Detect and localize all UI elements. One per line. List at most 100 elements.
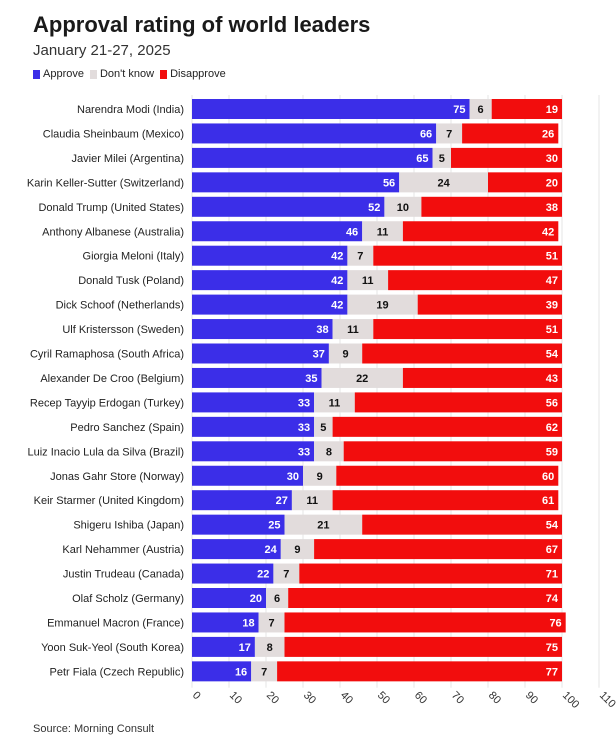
bar-approve <box>192 270 348 291</box>
data-label-don-t-know: 7 <box>268 617 274 629</box>
category-label: Shigeru Ishiba (Japan) <box>73 520 184 532</box>
category-label: Justin Trudeau (Canada) <box>63 569 184 581</box>
bar-don-t-know <box>328 343 363 364</box>
bar-don-t-know <box>332 319 374 340</box>
legend-label-disapprove: Disapprove <box>170 68 226 80</box>
data-label-don-t-know: 11 <box>347 324 359 336</box>
data-label-don-t-know: 5 <box>320 422 326 434</box>
bar-disapprove <box>462 123 559 144</box>
category-label: Recep Tayyip Erdogan (Turkey) <box>30 397 184 409</box>
bar-don-t-know <box>291 490 333 511</box>
chart-title: Approval rating of world leaders <box>33 12 371 37</box>
category-label: Donald Tusk (Poland) <box>78 275 184 287</box>
bar-approve <box>192 123 437 144</box>
data-label-disapprove: 77 <box>546 666 558 678</box>
data-label-approve: 33 <box>298 397 310 409</box>
bar-approve <box>192 343 329 364</box>
x-tick-label: 80 <box>486 689 503 706</box>
data-label-approve: 24 <box>265 544 278 556</box>
legend-swatch-approve <box>33 69 40 79</box>
legend-swatch-disapprove <box>160 69 168 79</box>
data-label-don-t-know: 24 <box>437 177 450 189</box>
bar-don-t-know <box>321 367 403 388</box>
bar-disapprove <box>417 294 562 315</box>
data-label-approve: 35 <box>305 373 317 385</box>
category-label: Luiz Inacio Lula da Silva (Brazil) <box>27 446 184 458</box>
data-label-approve: 25 <box>268 520 280 532</box>
bar-approve <box>192 245 348 266</box>
category-label: Donald Trump (United States) <box>38 202 184 214</box>
bar-approve <box>192 172 400 193</box>
data-label-approve: 30 <box>287 471 299 483</box>
bar-disapprove <box>299 563 562 584</box>
data-label-don-t-know: 19 <box>376 300 388 312</box>
data-label-disapprove: 75 <box>546 642 558 654</box>
data-label-approve: 18 <box>242 617 254 629</box>
data-label-disapprove: 20 <box>546 177 558 189</box>
bar-disapprove <box>373 245 562 266</box>
data-label-disapprove: 60 <box>542 471 554 483</box>
data-label-don-t-know: 11 <box>306 495 318 507</box>
data-label-approve: 22 <box>257 569 269 581</box>
bar-approve <box>192 196 385 217</box>
data-label-don-t-know: 7 <box>357 251 363 263</box>
data-label-approve: 33 <box>298 446 310 458</box>
category-label: Dick Schoof (Netherlands) <box>56 300 184 312</box>
x-tick-label: 110 <box>597 689 616 710</box>
category-label: Emmanuel Macron (France) <box>47 617 184 629</box>
bar-don-t-know <box>362 221 403 242</box>
data-label-approve: 27 <box>276 495 288 507</box>
data-label-don-t-know: 5 <box>439 153 445 165</box>
x-tick-label: 90 <box>523 689 540 706</box>
data-label-disapprove: 19 <box>546 104 558 116</box>
chart-subtitle: January 21-27, 2025 <box>33 42 171 59</box>
data-label-approve: 75 <box>453 104 465 116</box>
data-label-don-t-know: 7 <box>446 128 452 140</box>
category-label: Narendra Modi (India) <box>77 104 184 116</box>
data-label-don-t-know: 11 <box>329 397 341 409</box>
category-label: Giorgia Meloni (Italy) <box>83 251 184 263</box>
data-label-disapprove: 47 <box>546 275 558 287</box>
bar-disapprove <box>354 392 562 413</box>
bar-don-t-know <box>399 172 488 193</box>
bar-disapprove <box>402 367 562 388</box>
bar-disapprove <box>491 99 562 119</box>
data-label-disapprove: 51 <box>546 324 558 336</box>
data-label-don-t-know: 22 <box>356 373 368 385</box>
data-label-approve: 66 <box>420 128 432 140</box>
bar-approve <box>192 539 281 560</box>
bar-approve <box>192 416 315 437</box>
data-label-approve: 52 <box>368 202 380 214</box>
bar-approve <box>192 319 333 340</box>
bar-disapprove <box>332 416 562 437</box>
bar-approve <box>192 612 259 633</box>
bar-don-t-know <box>347 270 389 291</box>
bar-disapprove <box>451 147 562 168</box>
data-label-approve: 37 <box>313 349 325 361</box>
category-label: Petr Fiala (Czech Republic) <box>50 666 185 678</box>
bar-approve <box>192 636 255 657</box>
bar-approve <box>192 147 433 168</box>
bar-approve <box>192 465 303 486</box>
x-tick-label: 50 <box>375 689 392 706</box>
category-label: Cyril Ramaphosa (South Africa) <box>30 349 184 361</box>
data-label-don-t-know: 11 <box>362 275 374 287</box>
data-label-disapprove: 42 <box>542 226 554 238</box>
x-tick-label: 30 <box>301 689 318 706</box>
data-label-disapprove: 76 <box>549 617 561 629</box>
data-label-disapprove: 61 <box>542 495 554 507</box>
x-tick-label: 10 <box>227 689 244 706</box>
legend-label-approve: Approve <box>43 68 84 80</box>
data-label-approve: 46 <box>346 226 358 238</box>
data-label-approve: 33 <box>298 422 310 434</box>
data-label-don-t-know: 9 <box>317 471 323 483</box>
category-label: Yoon Suk-Yeol (South Korea) <box>41 642 184 654</box>
bar-disapprove <box>388 270 562 291</box>
data-label-approve: 17 <box>239 642 251 654</box>
bar-don-t-know <box>273 563 300 584</box>
bar-disapprove <box>362 514 562 535</box>
bar-approve <box>192 441 315 462</box>
data-label-don-t-know: 8 <box>326 446 332 458</box>
bar-approve <box>192 588 266 608</box>
data-label-disapprove: 39 <box>546 300 558 312</box>
